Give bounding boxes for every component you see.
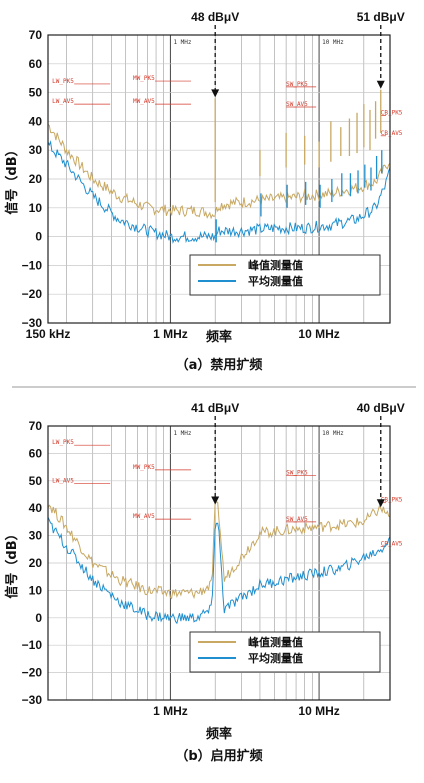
y-tick-label: 40 (29, 501, 43, 515)
series-line-average (47, 140, 391, 244)
y-tick-label: 0 (35, 230, 42, 244)
y-axis-label: 信号（dB） (4, 527, 20, 598)
peak-annotation-label: 40 dBμV (357, 401, 405, 415)
y-tick-label: 60 (29, 446, 43, 460)
y-tick-label: −30 (22, 693, 43, 707)
limit-label: CB_PK5 (381, 110, 403, 117)
y-tick-label: 70 (29, 419, 43, 433)
x-tick-label: 150 kHz (26, 327, 71, 341)
plot-frame (47, 425, 391, 701)
y-tick-label: 20 (29, 556, 43, 570)
annotation-arrow-head (376, 80, 385, 89)
top-marker-label: 10 MHz (322, 430, 344, 437)
series-line-peak (47, 124, 391, 220)
limit-label: MW_AV5 (133, 513, 155, 520)
panel-caption: （a）禁用扩频 (176, 357, 263, 373)
limit-label: CB_PK5 (381, 497, 403, 504)
limit-label: LW_PK5 (52, 78, 74, 85)
legend-label: 峰值测量值 (248, 635, 303, 649)
limit-label: SW_AV5 (286, 516, 308, 523)
peak-annotation-label: 51 dBμV (357, 10, 405, 24)
x-tick-label: 10 MHz (298, 327, 339, 341)
panel-caption: （b）启用扩频 (175, 748, 262, 764)
annotation-arrow-head (376, 499, 385, 508)
plot-frame (47, 34, 391, 324)
y-tick-label: 40 (29, 114, 43, 128)
y-tick-label: 70 (29, 28, 43, 42)
limit-label: MW_AV5 (133, 98, 155, 105)
y-tick-label: 30 (29, 143, 43, 157)
y-axis-label: 信号（dB） (4, 143, 20, 214)
peak-annotation-label: 48 dBμV (191, 10, 239, 24)
legend-label: 平均测量值 (248, 651, 303, 665)
y-tick-label: 0 (35, 611, 42, 625)
legend-box (189, 631, 381, 673)
y-tick-label: 50 (29, 474, 43, 488)
x-tick-label: 1 MHz (153, 327, 188, 341)
legend-box (189, 254, 381, 296)
y-tick-label: −20 (22, 287, 43, 301)
series-line-average (47, 516, 391, 625)
y-tick-label: 30 (29, 529, 43, 543)
x-axis-label: 频率 (206, 726, 232, 742)
y-tick-label: 10 (29, 583, 43, 597)
series-line-peak (47, 501, 391, 600)
y-tick-label: 10 (29, 201, 43, 215)
limit-label: LW_AV5 (52, 478, 74, 485)
limit-label: SW_AV5 (286, 101, 308, 108)
top-marker-label: 1 MHz (173, 39, 191, 46)
chart-panel-a: 1 MHz 10 MHz LW_PK5 LW_AV5 MW_PK5 MW_AV5 SW_PK… (4, 10, 405, 373)
y-tick-label: −10 (22, 638, 43, 652)
limit-label: SW_PK5 (286, 469, 308, 476)
annotation-arrow-head (211, 89, 220, 98)
x-tick-label: 1 MHz (153, 704, 188, 718)
y-tick-label: −10 (22, 258, 43, 272)
limit-label: MW_PK5 (133, 75, 155, 82)
x-tick-label: 10 MHz (298, 704, 339, 718)
peak-annotation-label: 41 dBμV (191, 401, 239, 415)
top-marker-label: 10 MHz (322, 39, 344, 46)
y-tick-label: 60 (29, 57, 43, 71)
limit-label: MW_PK5 (133, 464, 155, 471)
legend-label: 峰值测量值 (248, 258, 303, 272)
limit-label: SW_PK5 (286, 81, 308, 88)
top-marker-label: 1 MHz (173, 430, 191, 437)
y-tick-label: −30 (22, 316, 43, 330)
annotation-arrow-head (211, 496, 220, 505)
chart-panel-b: 1 MHz 10 MHz LW_PK5 LW_AV5 MW_PK5 MW_AV5 SW_PK… (4, 401, 405, 764)
limit-label: LW_PK5 (52, 439, 74, 446)
limit-label: CB_AV5 (381, 130, 403, 137)
limit-label: LW_AV5 (52, 98, 74, 105)
x-axis-label: 频率 (206, 329, 232, 345)
y-tick-label: 20 (29, 172, 43, 186)
legend-label: 平均测量值 (248, 274, 303, 288)
y-tick-label: 50 (29, 86, 43, 100)
y-tick-label: −20 (22, 666, 43, 680)
limit-label: CB_AV5 (381, 541, 403, 548)
